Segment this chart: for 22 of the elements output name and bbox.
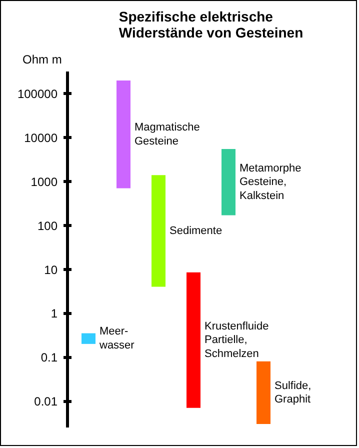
bar [152, 175, 166, 287]
bar [116, 80, 130, 188]
annotation: Krustenfluide Partielle, Schmelzen [204, 320, 269, 360]
bar [186, 272, 200, 408]
annotation: Metamorphe Gesteine, Kalkstein [240, 162, 302, 202]
y-tick-label: 0.1 [40, 350, 58, 365]
chart-title: Spezifische elektrische Widerstände von Gesteinen [118, 8, 304, 40]
y-tick-label: 1 [50, 306, 58, 321]
annotation: Magmatische Gesteine [134, 121, 200, 148]
y-tick-label: 0.01 [34, 394, 58, 409]
bar [256, 361, 270, 424]
y-tick-label: 1000 [30, 175, 58, 190]
y-tick-label: 100000 [17, 87, 58, 102]
annotation: Sedimente [170, 224, 222, 237]
annotation: Meer- wasser [98, 326, 135, 352]
y-tick-label: 10 [44, 262, 58, 277]
bar [82, 333, 96, 344]
bar [222, 148, 236, 216]
annotation: Sulfide, Graphit [274, 380, 312, 406]
y-axis-title: Ohm m [22, 52, 62, 66]
y-tick-label: 10000 [24, 131, 58, 146]
y-tick-label: 100 [37, 218, 58, 233]
